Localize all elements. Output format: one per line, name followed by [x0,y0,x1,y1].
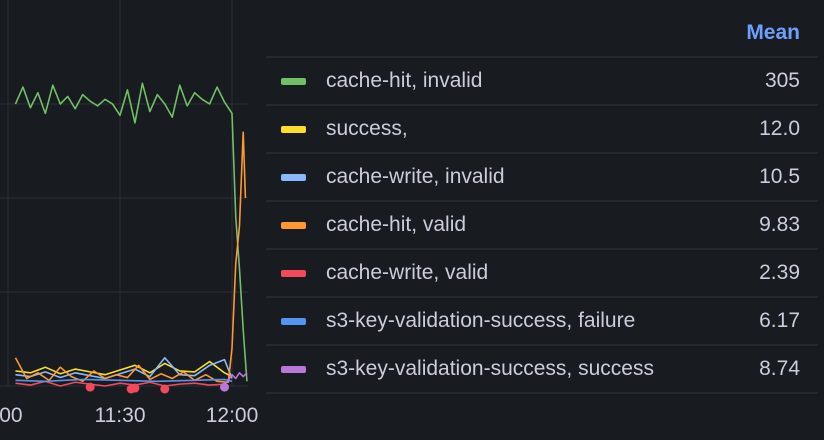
series-line-2 [15,356,233,380]
series-name[interactable]: success, [326,117,408,140]
legend-row[interactable]: cache-hit, valid 9.83 [266,202,818,250]
x-tick-label: 12:00 [206,404,259,427]
series-mean: 9.83 [759,213,800,236]
data-point-marker [130,383,140,393]
series-mean: 8.74 [759,357,800,380]
series-color-swatch [281,173,306,181]
legend-row[interactable]: success, 12.0 [266,106,818,154]
series-color-swatch [281,365,306,373]
legend-row[interactable]: cache-hit, invalid 305 [266,58,818,106]
series-name[interactable]: s3-key-validation-success, success [326,357,654,380]
series-name[interactable]: cache-hit, valid [326,213,467,236]
series-mean: 12.0 [759,117,800,140]
grid [0,0,248,387]
series-color-swatch [281,221,306,229]
time-series-chart: :00 11:30 12:00 [0,0,258,427]
series-name[interactable]: s3-key-validation-success, failure [326,309,636,332]
data-point-marker [85,382,95,392]
x-axis: :00 11:30 12:00 [0,404,258,427]
x-tick-label: :00 [0,404,23,427]
series-name[interactable]: cache-hit, invalid [326,69,483,92]
series-line-3 [14,131,247,384]
series-line-1 [15,360,233,378]
series-color-swatch [281,317,306,325]
series-color-swatch [281,269,306,277]
series-mean: 305 [764,69,800,92]
mean-column-header[interactable]: Mean [746,21,800,44]
legend-header: Mean [266,10,818,58]
legend-row[interactable]: s3-key-validation-success, success 8.74 [266,346,818,394]
data-point-marker [220,382,230,392]
series-name[interactable]: cache-write, valid [326,261,489,284]
series-line-5 [15,378,233,383]
legend-table: Mean cache-hit, invalid 305 success, 12.… [266,10,818,394]
x-tick-label: 11:30 [95,404,146,427]
legend-row[interactable]: cache-write, valid 2.39 [266,250,818,298]
series-mean: 6.17 [759,309,800,332]
series-name[interactable]: cache-write, invalid [326,165,505,188]
series-lines [14,82,248,394]
series-line-6 [223,372,248,385]
data-point-marker [160,384,170,394]
legend-row[interactable]: s3-key-validation-success, failure 6.17 [266,298,818,346]
legend-row[interactable]: cache-write, invalid 10.5 [266,154,818,202]
series-color-swatch [281,125,306,133]
series-color-swatch [281,77,306,85]
series-line-4 [15,380,225,387]
series-mean: 2.39 [759,261,800,284]
series-mean: 10.5 [759,165,800,188]
series-line-0 [14,82,248,382]
